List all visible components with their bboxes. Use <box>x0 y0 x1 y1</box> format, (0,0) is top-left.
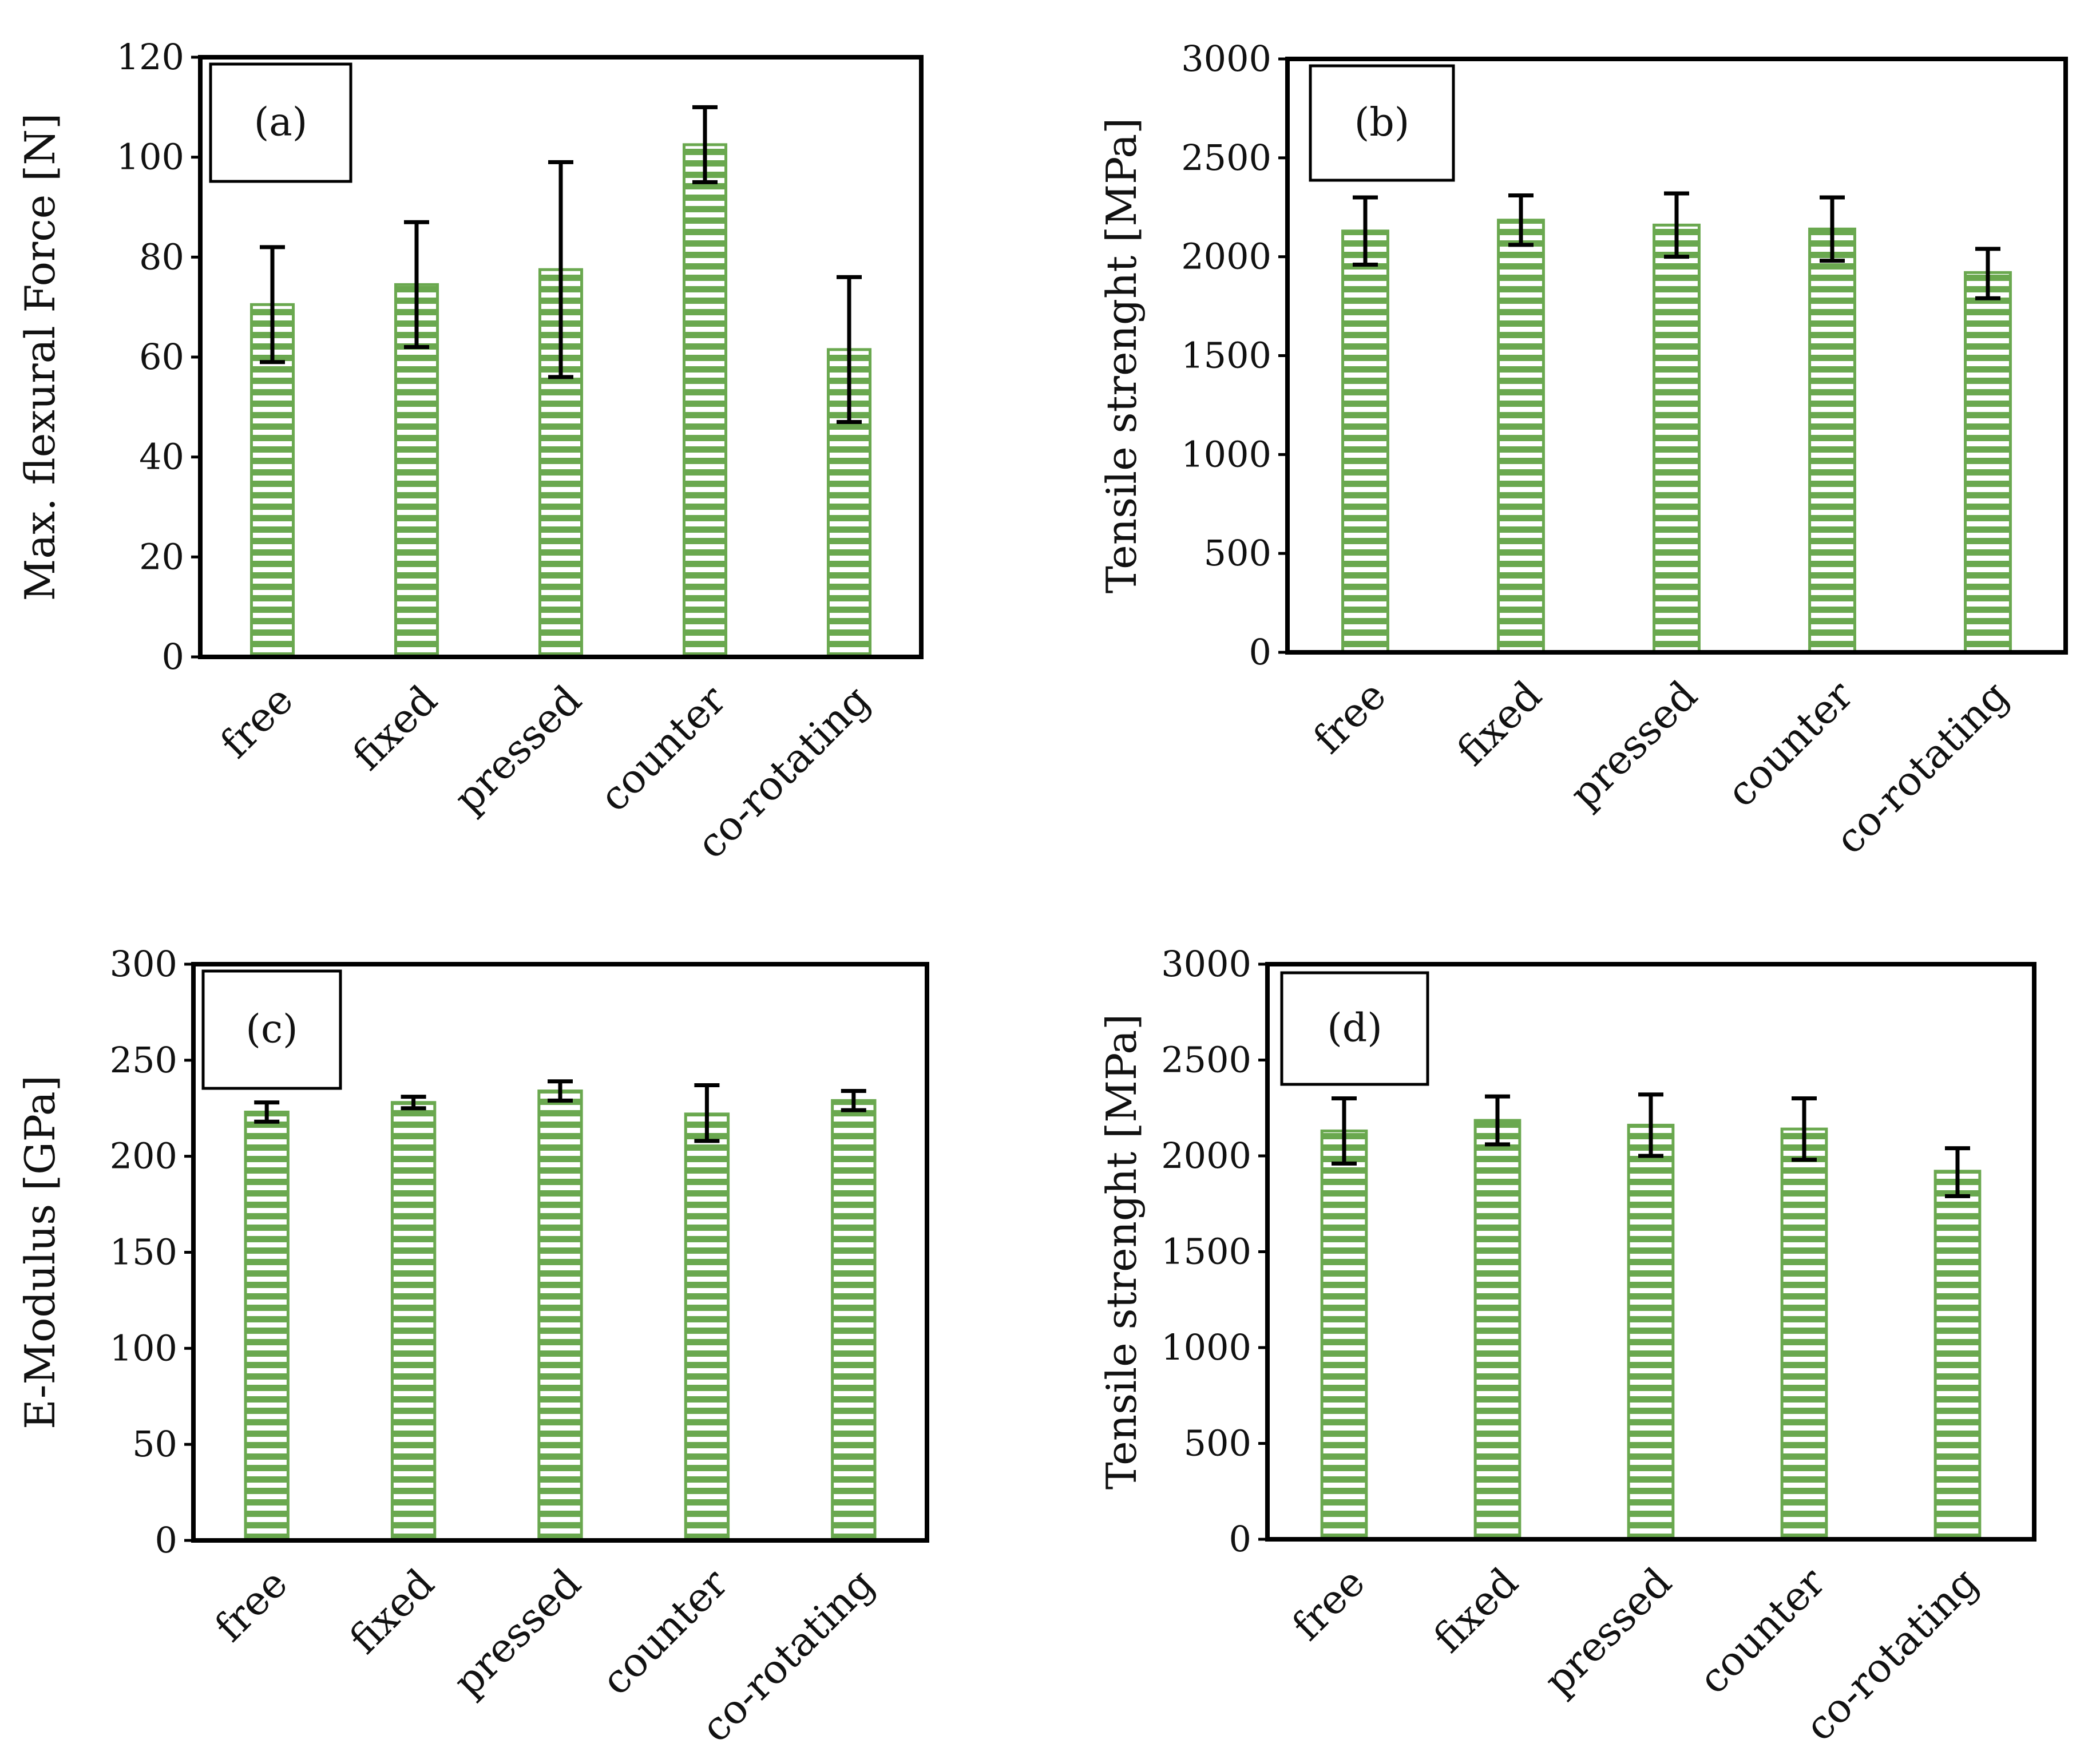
y-tick-label-b-5: 2500 <box>1181 137 1271 179</box>
y-tick-label-d-0: 0 <box>1229 1518 1251 1560</box>
panel-label-box-a <box>209 62 352 183</box>
bar-c-1 <box>390 1101 437 1542</box>
panel-d: 0 500 1000 1500 2000 2500 3000 free fixed pressed… <box>1097 943 2036 1750</box>
error-bar-a-3 <box>692 105 718 184</box>
y-tick-label-a-0: 0 <box>162 636 184 678</box>
y-tick-label-d-2: 1000 <box>1161 1326 1251 1368</box>
x-tick-label-c-2: pressed <box>445 1560 590 1705</box>
panel-b: 0 500 1000 1500 2000 2500 3000 free fixed pressed… <box>1097 38 2068 863</box>
y-tick-label-b-2: 1000 <box>1181 433 1271 475</box>
bar-d-2 <box>1627 1123 1675 1541</box>
error-bar-b-1 <box>1508 193 1534 247</box>
x-tick-label-d-0: free <box>1283 1559 1374 1650</box>
y-tick-label-d-3: 1500 <box>1161 1231 1251 1273</box>
bar-c-3 <box>684 1112 730 1542</box>
bar-c-4 <box>831 1099 877 1542</box>
x-tick-label-b-2: pressed <box>1561 672 1706 817</box>
y-axis-title-c: E-Modulus [GPa] <box>16 1075 64 1429</box>
x-tick-label-b-3: counter <box>1718 672 1862 816</box>
panel-label-box-c <box>201 969 342 1090</box>
bar-a-3 <box>682 143 728 659</box>
bar-b-1 <box>1497 219 1545 654</box>
bar-d-0 <box>1320 1129 1368 1541</box>
x-tick-label-c-3: counter <box>592 1560 736 1704</box>
x-tick-label-b-0: free <box>1304 672 1395 763</box>
panel-label-box-d <box>1280 971 1429 1086</box>
error-bar-b-0 <box>1353 195 1378 267</box>
x-tick-label-d-2: pressed <box>1535 1559 1681 1704</box>
y-tick-label-a-5: 100 <box>117 136 184 178</box>
error-bar-d-2 <box>1638 1092 1663 1158</box>
y-tick-label-c-3: 150 <box>110 1231 177 1273</box>
panel-label-a: (a) <box>254 100 308 145</box>
y-tick-label-c-5: 250 <box>110 1039 177 1081</box>
error-bar-a-0 <box>260 245 285 365</box>
error-bar-d-3 <box>1792 1096 1817 1162</box>
y-tick-label-a-3: 60 <box>139 336 184 378</box>
y-tick-label-c-0: 0 <box>155 1519 177 1561</box>
error-bar-d-4 <box>1945 1146 1970 1198</box>
error-bar-b-4 <box>1975 247 2000 300</box>
y-axis-title-d: Tensile strenght [MPa] <box>1097 1014 1146 1490</box>
error-bar-a-2 <box>548 160 573 379</box>
bar-d-1 <box>1473 1119 1521 1541</box>
y-tick-label-a-2: 40 <box>139 436 184 478</box>
x-tick-label-d-1: fixed <box>1424 1559 1527 1662</box>
panel-label-d: (d) <box>1327 1006 1382 1051</box>
y-tick-label-a-1: 20 <box>139 536 184 577</box>
error-bar-d-1 <box>1485 1094 1510 1147</box>
error-bar-d-0 <box>1332 1096 1357 1166</box>
y-tick-label-b-6: 3000 <box>1181 38 1271 80</box>
y-axis-title-b: Tensile strenght [MPa] <box>1097 118 1146 594</box>
y-tick-label-c-1: 50 <box>132 1423 177 1465</box>
error-bar-c-0 <box>254 1100 280 1124</box>
panel-label-c: (c) <box>245 1007 298 1052</box>
y-tick-label-d-6: 3000 <box>1161 943 1251 985</box>
x-tick-label-c-1: fixed <box>340 1560 443 1663</box>
y-tick-label-c-2: 100 <box>110 1327 177 1369</box>
bar-c-0 <box>244 1110 290 1542</box>
y-tick-label-b-4: 2000 <box>1181 236 1271 278</box>
bar-b-3 <box>1808 227 1856 654</box>
bar-d-3 <box>1780 1127 1828 1541</box>
y-tick-label-d-1: 500 <box>1184 1423 1251 1464</box>
error-bar-b-2 <box>1664 191 1689 259</box>
x-tick-label-c-0: free <box>206 1560 297 1651</box>
y-axis-title-a: Max. flexural Force [N] <box>16 113 64 601</box>
bar-b-2 <box>1653 223 1701 654</box>
y-tick-label-a-6: 120 <box>117 36 184 78</box>
panel-label-box-b <box>1309 64 1455 182</box>
x-tick-label-a-2: pressed <box>445 676 591 822</box>
error-bar-a-1 <box>404 220 429 350</box>
x-tick-label-a-3: counter <box>591 676 735 821</box>
panel-c: 0 50 100 150 200 250 300 free fixed pressed counte… <box>16 943 929 1751</box>
x-tick-label-a-0: free <box>211 676 302 767</box>
error-bar-c-3 <box>694 1083 720 1143</box>
bar-b-0 <box>1341 229 1389 654</box>
y-tick-label-b-1: 500 <box>1204 532 1271 574</box>
y-tick-label-b-3: 1500 <box>1181 335 1271 377</box>
error-bar-b-3 <box>1820 195 1845 263</box>
error-bar-a-4 <box>837 275 862 425</box>
panel-label-b: (b) <box>1354 100 1410 145</box>
y-tick-label-c-4: 200 <box>110 1135 177 1177</box>
bar-d-4 <box>1933 1170 1982 1541</box>
x-tick-label-d-3: counter <box>1690 1559 1834 1703</box>
y-tick-label-d-5: 2500 <box>1161 1039 1251 1081</box>
bar-b-4 <box>1964 271 2012 654</box>
x-tick-label-b-1: fixed <box>1448 672 1551 775</box>
x-tick-label-a-1: fixed <box>343 676 446 779</box>
y-tick-label-c-6: 300 <box>110 943 177 985</box>
y-tick-label-d-4: 2000 <box>1161 1135 1251 1176</box>
error-bar-c-2 <box>548 1079 573 1103</box>
error-bar-c-4 <box>841 1089 866 1112</box>
error-bar-c-1 <box>401 1095 426 1111</box>
bar-c-2 <box>537 1090 583 1542</box>
y-tick-label-a-4: 80 <box>139 236 184 278</box>
y-tick-label-b-0: 0 <box>1249 631 1271 673</box>
